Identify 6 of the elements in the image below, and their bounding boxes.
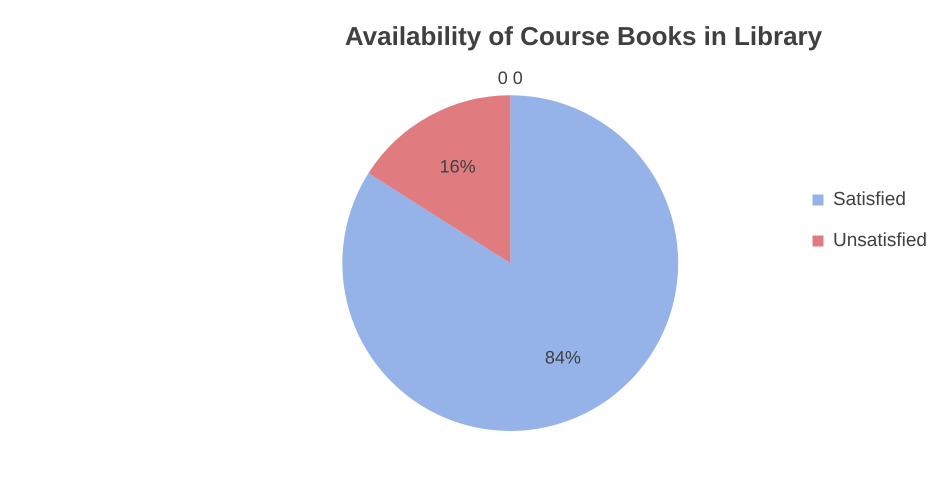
chart-title: Availability of Course Books in Library [344, 20, 823, 51]
text: 0 0 [498, 68, 523, 88]
legend-label: Satisfied [833, 189, 906, 210]
legend-label: Unsatisfied [833, 230, 928, 252]
data-label: 16% [440, 156, 476, 176]
data-label: 84% [544, 348, 581, 368]
